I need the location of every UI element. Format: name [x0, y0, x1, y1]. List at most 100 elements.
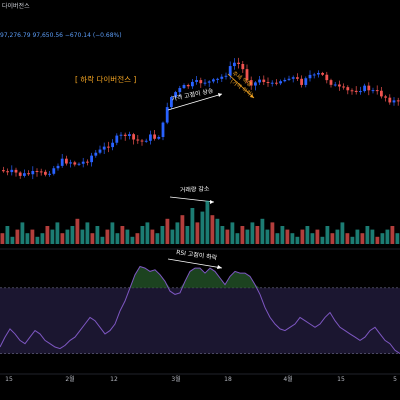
volume-bar — [110, 222, 115, 244]
volume-bar — [385, 229, 390, 244]
candle-body — [35, 170, 39, 172]
rsi-arrowhead — [217, 265, 222, 269]
volume-bar — [15, 229, 20, 244]
candle-body — [132, 134, 135, 140]
candle-body — [371, 90, 375, 92]
candle-body — [77, 163, 81, 165]
volume-bar — [100, 236, 105, 244]
volume-bar — [250, 222, 255, 244]
candle-body — [249, 80, 253, 86]
volume-bar — [65, 229, 70, 244]
x-tick-label: 3월 — [171, 375, 180, 383]
volume-bar — [200, 211, 205, 244]
candle-body — [144, 140, 148, 142]
volume-bar — [90, 233, 95, 244]
candle-body — [359, 91, 362, 93]
volume-bar — [125, 229, 130, 244]
rsi-band — [0, 287, 400, 354]
candle-body — [329, 80, 333, 85]
rsi-arrow — [167, 258, 223, 269]
volume-bar — [310, 233, 315, 244]
volume-bar — [20, 222, 25, 244]
volume-bar — [10, 236, 15, 244]
candle-body — [300, 78, 303, 85]
candle-body — [136, 139, 140, 141]
candle-body — [48, 173, 51, 175]
candle-body — [338, 84, 341, 87]
candle-body — [107, 146, 110, 148]
volume-bar — [140, 226, 145, 244]
price-trend-arrow — [167, 93, 223, 111]
volume-bar — [60, 233, 65, 244]
rsi-line — [0, 265, 400, 355]
volume-bar — [390, 226, 395, 244]
candle-body — [321, 72, 324, 75]
volume-bar — [395, 233, 400, 244]
volume-bar — [225, 229, 230, 244]
candle-body — [14, 169, 18, 173]
candle-body — [287, 78, 291, 80]
candle-body — [2, 170, 5, 172]
volume-bar — [210, 215, 215, 244]
volume-bar — [170, 229, 175, 244]
candle-body — [220, 76, 224, 79]
candle-body — [333, 84, 337, 86]
candle-body — [245, 69, 249, 81]
candle-body — [123, 134, 127, 136]
candle-body — [195, 80, 198, 82]
volume-bar — [35, 236, 40, 244]
volume-bar — [380, 233, 385, 244]
candle-body — [39, 171, 43, 173]
volume-bar — [25, 233, 30, 244]
x-tick-label: 15 — [337, 376, 345, 383]
candle-body — [153, 134, 156, 139]
candle-body — [31, 170, 35, 175]
volume-bar — [345, 233, 350, 244]
volume-bar — [95, 226, 100, 244]
candle-body — [304, 78, 308, 85]
volume-bar — [370, 229, 375, 244]
candle-body — [27, 173, 30, 175]
volume-bar — [265, 229, 270, 244]
candle-body — [174, 92, 177, 98]
candle-body — [396, 100, 400, 102]
ohlc-values: 97,276.79 97,650.56 −670.14 (−0.68%) — [0, 32, 122, 39]
rsi-overbought-fill — [130, 266, 260, 288]
volume-bar — [150, 229, 155, 244]
candle-body — [237, 62, 240, 64]
x-tick-label: 12 — [110, 376, 118, 383]
volume-bar — [135, 233, 140, 244]
volume-bar — [280, 226, 285, 244]
header: 다이버전스 97,276.79 97,650.56 −670.14 (−0.68… — [0, 0, 400, 39]
volume-bar — [330, 233, 335, 244]
candle-body — [115, 135, 119, 143]
candle-body — [81, 161, 85, 164]
candle-body — [262, 79, 266, 83]
candle-body — [266, 82, 270, 84]
volume-bar — [240, 226, 245, 244]
candle-body — [18, 172, 22, 176]
volume-bar — [5, 226, 10, 244]
candle-body — [203, 82, 207, 84]
candle-body — [296, 77, 299, 79]
candle-body — [254, 82, 257, 86]
candle-body — [380, 90, 383, 97]
volume-bar — [175, 222, 180, 244]
candle-body — [191, 81, 194, 87]
volume-bar — [180, 215, 185, 244]
volume-bar — [145, 222, 150, 244]
candle-body — [69, 162, 72, 164]
candle-body — [94, 152, 98, 156]
candle-body — [161, 122, 165, 137]
volume-bar — [165, 218, 170, 244]
candle-body — [90, 155, 93, 163]
candle-body — [283, 79, 287, 82]
volume-bar — [195, 222, 200, 244]
volume-bar — [325, 226, 330, 244]
volume-bar — [75, 218, 80, 244]
candle-body — [279, 81, 282, 84]
volume-bar — [350, 236, 355, 244]
volume-bar — [85, 222, 90, 244]
candle-body — [102, 146, 106, 150]
